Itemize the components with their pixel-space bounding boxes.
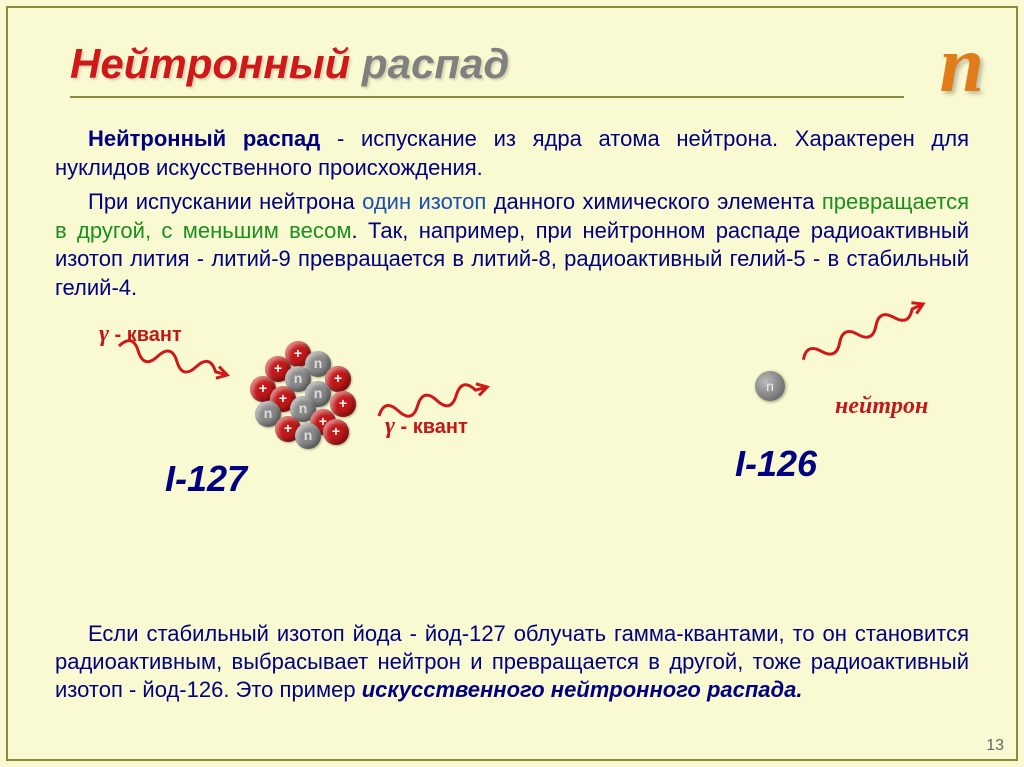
content-area: Нейтронный распад - испускание из ядра а… bbox=[55, 125, 969, 491]
page-number: 13 bbox=[986, 737, 1004, 755]
paragraph-1: Нейтронный распад - испускание из ядра а… bbox=[55, 125, 969, 182]
isotope-left: I-127 bbox=[165, 456, 247, 503]
title-main: Нейтронный bbox=[70, 40, 350, 87]
p1-term: Нейтронный распад bbox=[88, 126, 320, 151]
gamma-sym-2: γ bbox=[385, 413, 395, 439]
proton-particle: + bbox=[330, 391, 356, 417]
proton-particle: + bbox=[323, 419, 349, 445]
n-badge-icon: n bbox=[940, 20, 985, 111]
paragraph-2: При испускании нейтрона один изотоп данн… bbox=[55, 188, 969, 302]
p2-a: При испускании нейтрона bbox=[88, 189, 362, 214]
p2-b: данного химического элемента bbox=[486, 189, 822, 214]
nucleus-cluster: + n + n + + n + n + n + + n + bbox=[235, 331, 365, 461]
isotope-right: I-126 bbox=[735, 441, 817, 488]
slide-title: Нейтронный распад bbox=[70, 40, 904, 98]
title-gray: распад bbox=[350, 40, 509, 87]
gamma-label-in: γ - квант bbox=[99, 319, 182, 350]
free-neutron-icon: n bbox=[755, 371, 785, 401]
gamma-sym-1: γ bbox=[99, 321, 109, 347]
bottom-paragraph: Если стабильный изотоп йода - йод-127 об… bbox=[55, 620, 969, 704]
title-block: Нейтронный распад bbox=[70, 40, 904, 98]
neutron-word: нейтрон bbox=[835, 391, 928, 422]
bottom-italic: искусственного нейтронного распада. bbox=[362, 677, 803, 702]
kvant-2: - квант bbox=[395, 416, 468, 438]
p2-blue: один изотоп bbox=[362, 189, 486, 214]
neutron-particle: n bbox=[295, 423, 321, 449]
kvant-1: - квант bbox=[109, 324, 182, 346]
decay-diagram: γ - квант + n + n + + n + n + n + + n + … bbox=[55, 311, 969, 491]
gamma-label-out: γ - квант bbox=[385, 411, 468, 442]
